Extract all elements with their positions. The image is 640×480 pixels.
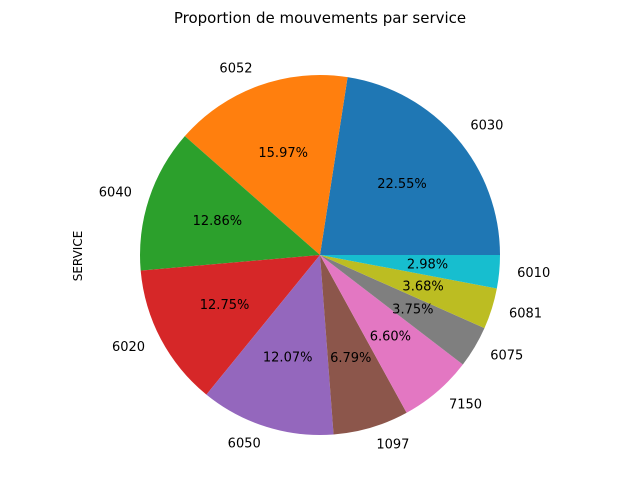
slice-percentage-6050: 12.07% [263,351,313,366]
percentage-labels: 22.55% 15.97% 12.86% 12.75% 12.07% 6.79% 6.60%… [193,146,449,366]
slice-label-6020: 6020 [112,340,145,355]
slice-percentage-6030: 22.55% [377,177,427,192]
slice-percentage-1097: 6.79% [330,351,371,366]
slice-percentage-6052: 15.97% [258,146,308,161]
slice-percentage-6081: 3.68% [402,280,443,295]
slice-label-1097: 1097 [376,437,409,452]
slice-percentage-6075: 3.75% [392,303,433,318]
slice-label-6030: 6030 [470,119,503,134]
slice-label-6052: 6052 [219,61,252,76]
slice-label-6040: 6040 [99,186,132,201]
slice-percentage-6010: 2.98% [407,258,448,273]
pie-slices [140,75,500,436]
pie-slice-6010 [320,255,500,289]
slice-label-6081: 6081 [509,307,542,322]
slice-label-6010: 6010 [517,266,550,281]
y-axis-label: SERVICE [71,231,85,282]
chart-title: Proportion de mouvements par service [174,9,466,27]
slice-label-7150: 7150 [449,398,482,413]
slice-percentage-6040: 12.86% [193,214,243,229]
pie-slice-6052 [184,75,348,255]
pie-slice-6030 [320,77,500,255]
slice-label-6075: 6075 [490,349,523,364]
pie-slice-6040 [140,136,320,271]
slice-percentage-6020: 12.75% [200,298,250,313]
pie-slice-6081 [320,255,497,329]
pie-slice-7150 [320,255,463,413]
pie-slice-6050 [206,255,334,436]
pie-slice-6020 [140,255,320,395]
pie-slice-1097 [320,255,407,435]
slice-percentage-7150: 6.60% [370,329,411,344]
pie-slice-6075 [320,255,485,365]
category-labels: 6030 6052 6040 6020 6050 1097 7150 6075 6081 6010 [99,61,550,452]
slice-label-6050: 6050 [228,436,261,451]
